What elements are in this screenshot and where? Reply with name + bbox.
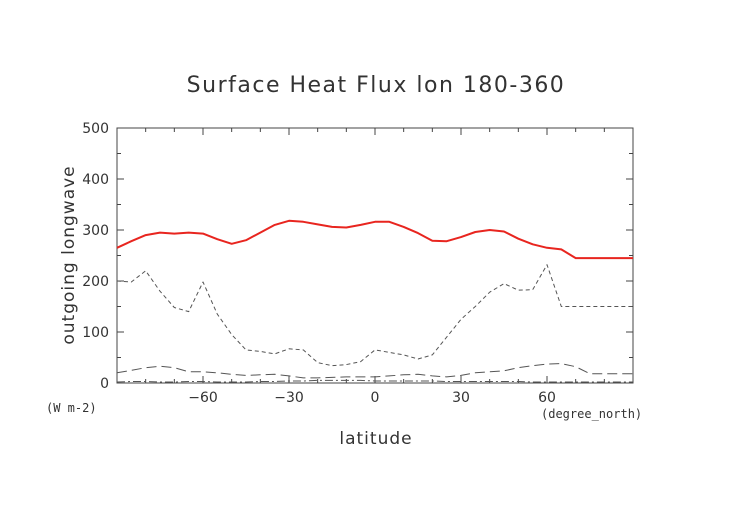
y-tick-label: 400: [82, 172, 109, 188]
series-line-4: [116, 379, 633, 383]
plot-frame: [116, 127, 634, 384]
x-axis-label: latitude: [339, 429, 412, 449]
x-tick-label: 60: [538, 390, 556, 406]
series-line-1: [116, 219, 633, 260]
y-tick-label: 0: [100, 376, 109, 392]
y-tick-label: 100: [82, 325, 109, 341]
x-tick-label: −60: [188, 390, 218, 406]
y-units-label: (W m-2): [46, 401, 97, 415]
y-axis-label: outgoing longwave: [59, 165, 79, 344]
chart-title: Surface Heat Flux lon 180-360: [187, 73, 566, 98]
series-line-2: [116, 264, 633, 367]
plot-area: 0 100 200 300 400 500 −60 −30 0 30 60: [82, 121, 634, 406]
y-tick-label: 500: [82, 121, 109, 137]
x-tick-label: 0: [371, 390, 380, 406]
x-units-label: (degree_north): [541, 407, 642, 421]
x-tick-label: −30: [274, 390, 304, 406]
x-tick-label: 30: [452, 390, 470, 406]
series-line-3: [116, 363, 633, 379]
y-tick-label: 200: [82, 274, 109, 290]
y-tick-label: 300: [82, 223, 109, 239]
